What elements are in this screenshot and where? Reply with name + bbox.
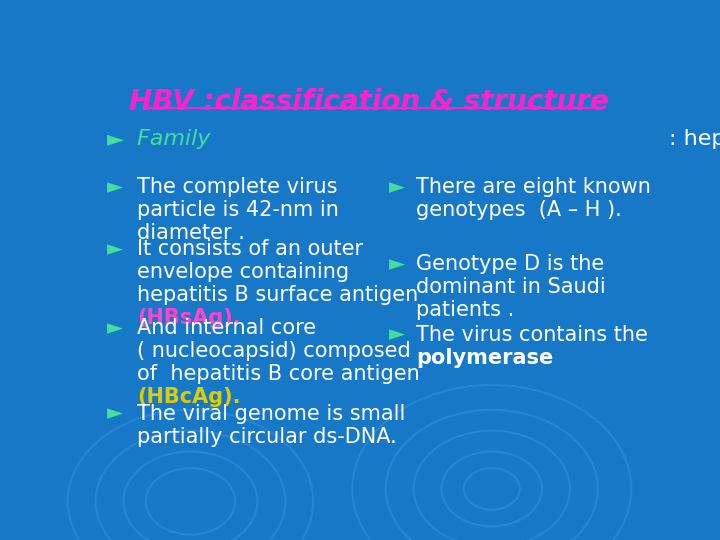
- Text: ►: ►: [389, 254, 405, 274]
- Text: of  hepatitis B core antigen: of hepatitis B core antigen: [138, 364, 420, 384]
- Text: particle is 42-nm in: particle is 42-nm in: [138, 200, 339, 220]
- Text: patients .: patients .: [416, 300, 515, 320]
- Text: genotypes  (A – H ).: genotypes (A – H ).: [416, 200, 622, 220]
- Text: ►: ►: [107, 239, 122, 259]
- Text: hepatitis B surface antigen: hepatitis B surface antigen: [138, 285, 419, 305]
- Text: Genotype D is the: Genotype D is the: [416, 254, 605, 274]
- Text: The virus contains the: The virus contains the: [416, 325, 648, 345]
- Text: Family: Family: [138, 129, 218, 149]
- Text: There are eight known: There are eight known: [416, 177, 652, 197]
- Text: partially circular ds-DNA.: partially circular ds-DNA.: [138, 427, 397, 447]
- Text: ►: ►: [107, 319, 122, 339]
- Text: ►: ►: [107, 129, 124, 149]
- Text: And internal core: And internal core: [138, 319, 317, 339]
- Text: diameter .: diameter .: [138, 223, 246, 243]
- Text: ►: ►: [107, 404, 122, 424]
- Text: ►: ►: [389, 177, 405, 197]
- Text: HBV :classification & structure: HBV :classification & structure: [129, 87, 609, 116]
- Text: ►: ►: [107, 177, 122, 197]
- Text: It consists of an outer: It consists of an outer: [138, 239, 364, 259]
- Text: polymerase: polymerase: [416, 348, 554, 368]
- Text: The complete virus: The complete virus: [138, 177, 338, 197]
- Text: (HBsAg).: (HBsAg).: [138, 308, 241, 328]
- Text: (HBcAg).: (HBcAg).: [138, 387, 241, 407]
- Text: The viral genome is small: The viral genome is small: [138, 404, 406, 424]
- Text: dominant in Saudi: dominant in Saudi: [416, 277, 606, 297]
- Text: envelope containing: envelope containing: [138, 262, 349, 282]
- Text: : hepadnaviridae.: : hepadnaviridae.: [669, 129, 720, 149]
- Text: ►: ►: [389, 325, 405, 345]
- Text: ( nucleocapsid) composed: ( nucleocapsid) composed: [138, 341, 411, 361]
